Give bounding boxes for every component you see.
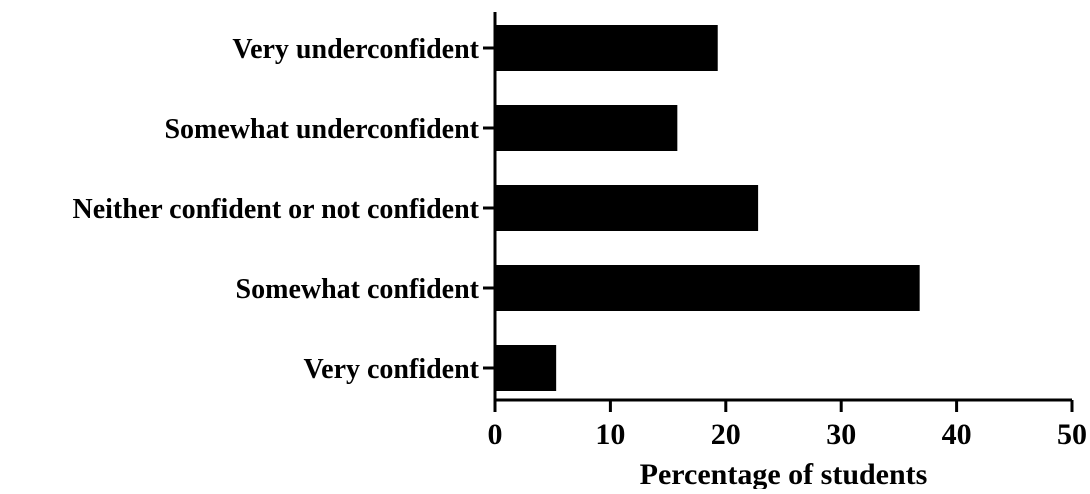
category-label-3: Neither confident or not confident — [73, 194, 480, 225]
x-tick-label-20: 20 — [711, 418, 741, 451]
x-tick-label-0: 0 — [488, 418, 503, 451]
category-label-1: Very underconfident — [232, 34, 479, 65]
ticks-layer: Very underconfident Somewhat underconfide… — [73, 34, 1088, 451]
bar-3 — [495, 185, 758, 231]
bar-2 — [495, 105, 677, 151]
bar-4 — [495, 265, 920, 311]
bar-5 — [495, 345, 556, 391]
category-label-4: Somewhat confident — [236, 274, 480, 305]
x-tick-label-10: 10 — [595, 418, 625, 451]
x-tick-label-40: 40 — [942, 418, 972, 451]
bar-1 — [495, 25, 718, 71]
category-label-2: Somewhat underconfident — [164, 114, 479, 145]
x-tick-label-50: 50 — [1057, 418, 1087, 451]
category-label-5: Very confident — [303, 354, 479, 385]
x-tick-label-30: 30 — [826, 418, 856, 451]
x-axis-title: Percentage of students — [640, 458, 928, 489]
bars-layer — [495, 25, 920, 391]
